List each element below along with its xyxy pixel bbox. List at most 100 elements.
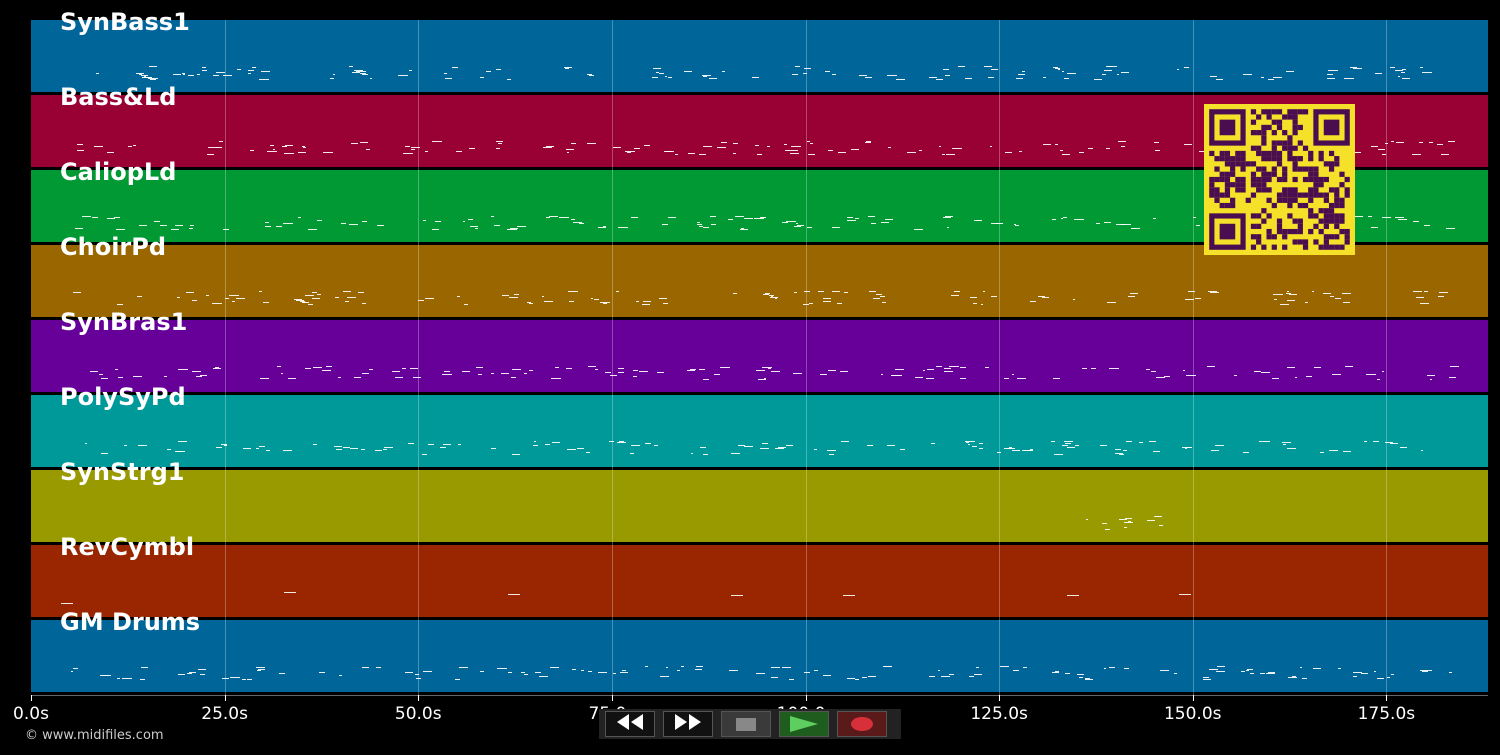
note-mark: [806, 141, 811, 142]
note-mark: [558, 217, 569, 218]
note-mark: [186, 673, 192, 674]
grid-line: [611, 20, 613, 695]
note-mark: [424, 298, 434, 299]
note-mark: [1029, 449, 1033, 450]
note-mark: [698, 154, 707, 155]
note-mark: [1390, 674, 1395, 675]
note-mark: [299, 301, 305, 302]
rewind-button[interactable]: [605, 711, 655, 737]
note-mark: [222, 75, 232, 76]
qr-code-image: [1204, 104, 1355, 255]
note-mark: [188, 228, 194, 229]
note-mark: [828, 454, 835, 455]
note-mark: [1448, 672, 1453, 673]
note-mark: [139, 74, 142, 75]
note-mark: [919, 150, 922, 151]
note-mark: [1424, 670, 1433, 671]
note-mark: [721, 71, 726, 72]
note-mark: [865, 142, 872, 143]
note-mark: [1416, 297, 1425, 298]
note-mark: [413, 377, 421, 378]
note-mark: [132, 145, 137, 146]
note-mark: [1055, 671, 1060, 672]
note-mark: [431, 229, 440, 230]
note-mark: [1061, 445, 1069, 446]
stop-button[interactable]: [721, 711, 771, 737]
note-mark: [311, 298, 320, 299]
note-mark: [716, 147, 726, 148]
note-mark: [1419, 670, 1426, 671]
note-mark: [100, 378, 109, 379]
track-lane[interactable]: SynBass1: [31, 8, 1488, 92]
note-mark: [189, 225, 194, 226]
note-mark: [616, 442, 626, 443]
note-mark: [280, 373, 283, 374]
track-lane[interactable]: SynBras1: [31, 308, 1488, 392]
note-mark: [336, 449, 343, 450]
note-mark: [665, 151, 675, 152]
note-mark: [1013, 224, 1016, 225]
note-mark: [498, 143, 503, 144]
note-mark: [101, 453, 109, 454]
note-mark: [1259, 441, 1267, 442]
note-mark: [728, 670, 739, 671]
note-mark: [620, 672, 629, 673]
note-mark: [1424, 225, 1430, 226]
note-mark: [1099, 445, 1108, 446]
note-mark: [284, 592, 296, 593]
note-mark: [338, 675, 342, 676]
note-mark: [358, 292, 364, 293]
note-mark: [770, 296, 774, 297]
note-mark: [823, 675, 832, 676]
note-mark: [1105, 66, 1112, 67]
note-mark: [451, 67, 459, 68]
note-mark: [951, 295, 959, 296]
note-mark: [1294, 377, 1298, 378]
note-mark: [928, 676, 936, 677]
note-mark: [1051, 672, 1060, 673]
note-mark: [1395, 70, 1403, 71]
note-mark: [442, 374, 452, 375]
note-mark: [145, 77, 153, 78]
note-mark: [330, 78, 335, 79]
note-mark: [469, 226, 479, 227]
note-mark: [1064, 673, 1070, 674]
play-button[interactable]: [779, 711, 829, 737]
note-mark: [840, 441, 850, 442]
note-mark: [1065, 443, 1071, 444]
note-mark: [1450, 366, 1460, 367]
note-mark: [1429, 379, 1433, 380]
record-button[interactable]: [837, 711, 887, 737]
note-mark: [984, 367, 989, 368]
track-name: GM Drums: [60, 608, 201, 636]
track-lane[interactable]: RevCymbl: [31, 533, 1488, 617]
note-mark: [996, 452, 1001, 453]
note-mark: [1413, 291, 1423, 292]
note-mark: [258, 291, 262, 292]
note-mark: [944, 75, 950, 76]
note-mark: [1350, 67, 1357, 68]
note-mark: [631, 217, 639, 218]
note-mark: [334, 297, 340, 298]
note-mark: [703, 454, 708, 455]
note-mark: [766, 146, 770, 147]
note-mark: [242, 679, 247, 680]
track-lane[interactable]: GM Drums: [31, 608, 1488, 692]
track-lane[interactable]: PolySyPd: [31, 383, 1488, 467]
note-mark: [216, 147, 223, 148]
note-mark: [711, 224, 716, 225]
note-mark: [1299, 667, 1302, 668]
track-lane[interactable]: SynStrg1: [31, 458, 1488, 542]
note-mark: [1271, 378, 1279, 379]
tick-label: 0.0s: [13, 704, 49, 724]
note-mark: [1153, 516, 1159, 517]
track-lane[interactable]: ChoirPd: [31, 233, 1488, 317]
fast-forward-button[interactable]: [663, 711, 713, 737]
note-mark: [247, 679, 252, 680]
note-mark: [690, 453, 694, 454]
note-mark: [90, 371, 98, 372]
note-mark: [1260, 372, 1270, 373]
note-mark: [1121, 224, 1131, 225]
note-mark: [721, 142, 728, 143]
note-mark: [869, 291, 876, 292]
